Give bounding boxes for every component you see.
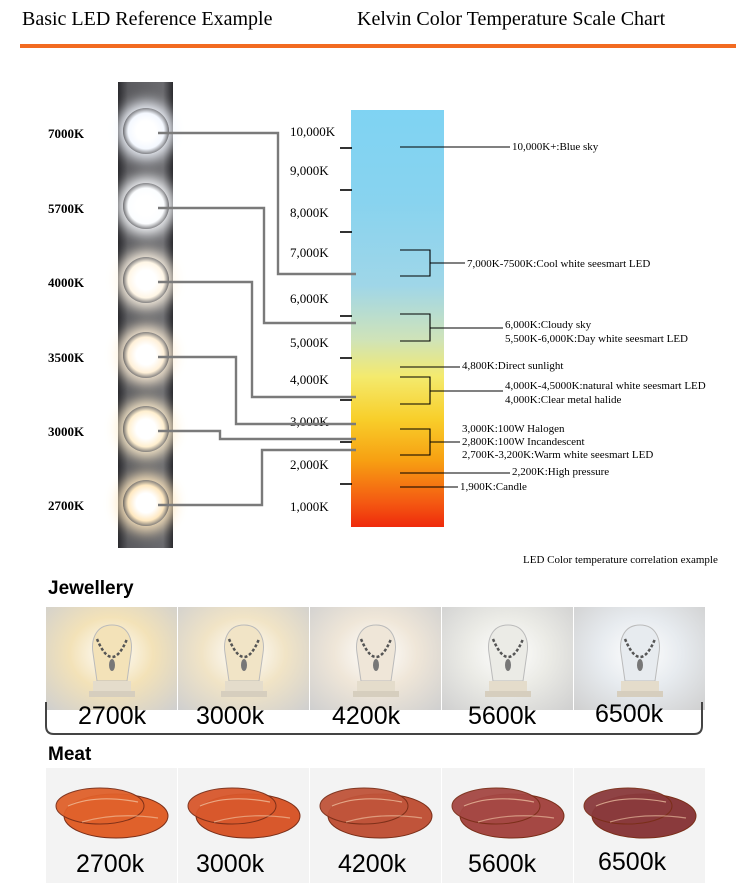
steak-icon	[451, 787, 565, 839]
tick-6000k: 6,000K	[290, 291, 329, 306]
annotation-direct-sunlight: 4,800K:Direct sunlight	[462, 360, 564, 372]
tick-2000k: 2,000K	[290, 457, 329, 472]
right-title: Kelvin Color Temperature Scale Chart	[357, 8, 666, 30]
meat-title: Meat	[48, 744, 92, 765]
annotation-metal-halide: 4,000K:Clear metal halide	[505, 394, 622, 406]
tick-5000k: 5,000K	[290, 335, 329, 350]
steak-icon	[583, 787, 697, 839]
annotation-incandescent: 2,800K:100W Incandescent	[462, 436, 585, 448]
annotation-blue-sky: 10,000K+:Blue sky	[512, 141, 599, 153]
led-strip	[118, 82, 173, 548]
meat-label-3000k: 3000k	[196, 850, 265, 878]
meat-label-4200k: 4200k	[338, 850, 407, 878]
steak-icon	[319, 787, 433, 839]
annotation-cloudy-sky: 6,000K:Cloudy sky	[505, 319, 592, 331]
connector-lines	[158, 131, 510, 507]
tick-10000k: 10,000K	[290, 124, 336, 139]
left-title: Basic LED Reference Example	[22, 8, 273, 30]
annotation-high-pressure: 2,200K:High pressure	[512, 466, 610, 478]
chart-caption: LED Color temperature correlation exampl…	[523, 554, 718, 566]
tick-7000k: 7,000K	[290, 245, 329, 260]
annotation-warm-white: 2,700K-3,200K:Warm white seesmart LED	[462, 449, 654, 461]
jewellery-title: Jewellery	[48, 578, 134, 599]
meat-label-2700k: 2700k	[76, 850, 145, 878]
tick-3000k: 3,000K	[290, 414, 329, 429]
jewellery-photo-6500k	[574, 607, 706, 710]
led-2700k	[123, 480, 169, 526]
led-label-5700k: 5700K	[48, 201, 85, 216]
meat-label-5600k: 5600k	[468, 850, 537, 878]
annotation-halogen: 3,000K:100W Halogen	[462, 423, 565, 435]
steak-icon	[55, 787, 169, 839]
tick-4000k: 4,000K	[290, 372, 329, 387]
tick-8000k: 8,000K	[290, 205, 329, 220]
jewellery-photo-3000k	[178, 607, 310, 710]
jewellery-label-3000k: 3000k	[196, 702, 265, 730]
led-connectors	[158, 131, 356, 507]
jewellery-label-4200k: 4200k	[332, 702, 401, 730]
necklace-display-icon	[616, 624, 663, 697]
meat-photo-6500k	[574, 768, 706, 883]
necklace-display-icon	[88, 624, 135, 697]
steak-icon	[187, 787, 301, 839]
kelvin-gradient-bar	[351, 110, 444, 527]
annotation-cool-white: 7,000K-7500K:Cool white seesmart LED	[467, 258, 651, 270]
meat-photo-5600k	[442, 768, 574, 883]
meat-photo-row	[46, 768, 706, 883]
jewellery-photo-row	[46, 607, 706, 710]
jewellery-label-5600k: 5600k	[468, 702, 537, 730]
necklace-display-icon	[220, 624, 267, 697]
led-label-3500k: 3500K	[48, 350, 85, 365]
meat-photo-2700k	[46, 768, 178, 883]
annotation-day-white: 5,500K-6,000K:Day white seesmart LED	[505, 333, 688, 345]
header-divider	[20, 44, 736, 48]
jewellery-label-6500k: 6500k	[595, 700, 664, 728]
jewellery-photo-4200k	[310, 607, 442, 710]
annotation-leaders	[400, 146, 510, 488]
jewellery-label-bracket	[45, 702, 703, 735]
meat-photo-3000k	[178, 768, 310, 883]
annotation-candle: 1,900K:Candle	[460, 481, 527, 493]
led-label-3000k: 3000K	[48, 424, 85, 439]
jewellery-photo-2700k	[46, 607, 178, 710]
led-3500k	[123, 332, 169, 378]
necklace-display-icon	[484, 624, 531, 697]
led-label-2700k: 2700K	[48, 498, 85, 513]
meat-label-6500k: 6500k	[598, 848, 667, 876]
jewellery-label-2700k: 2700k	[78, 702, 147, 730]
led-3000k	[123, 406, 169, 452]
necklace-display-icon	[352, 624, 399, 697]
led-7000k	[123, 108, 169, 154]
led-label-4000k: 4000K	[48, 275, 85, 290]
led-5700k	[123, 183, 169, 229]
annotation-natural-white: 4,000K-4,5000K:natural white seesmart LE…	[505, 380, 706, 392]
scale-ticks	[340, 147, 352, 485]
tick-1000k: 1,000K	[290, 499, 329, 514]
led-label-7000k: 7000K	[48, 126, 85, 141]
led-4000k	[123, 257, 169, 303]
tick-9000k: 9,000K	[290, 163, 329, 178]
meat-photo-4200k	[310, 768, 442, 883]
jewellery-photo-5600k	[442, 607, 574, 710]
